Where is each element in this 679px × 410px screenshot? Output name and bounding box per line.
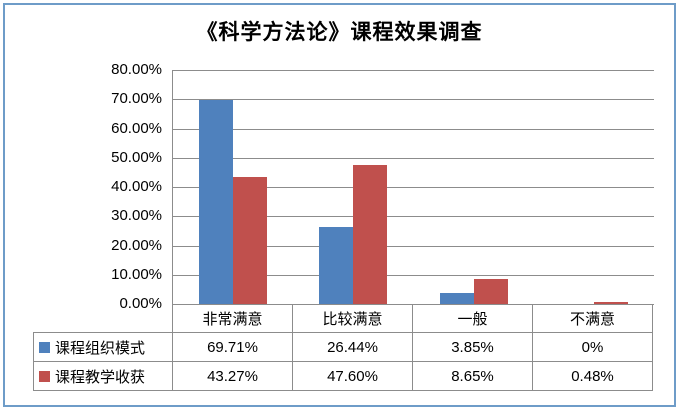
gridline: [173, 99, 654, 100]
y-axis-tick-label: 30.00%: [111, 207, 162, 224]
y-axis-tick-label: 60.00%: [111, 120, 162, 137]
y-axis-tick-label: 50.00%: [111, 149, 162, 166]
category-header-cell: 比较满意: [293, 304, 413, 332]
gridline: [173, 246, 654, 247]
table-row: 课程教学收获 43.27% 47.60% 8.65% 0.48%: [34, 362, 653, 391]
bar-课程教学收获-一般: [474, 279, 508, 304]
bar-课程教学收获-不满意: [594, 302, 628, 304]
plot-area: [172, 70, 654, 305]
series-name: 课程组织模式: [55, 339, 146, 357]
legend-key-课程组织模式: [39, 341, 50, 353]
category-header-cell: 非常满意: [173, 304, 293, 332]
data-table-category-header-row: 非常满意 比较满意 一般 不满意: [172, 304, 653, 332]
series-label-cell: 课程组织模式: [34, 333, 173, 361]
value-cell: 0.48%: [533, 362, 653, 390]
y-axis-tick-label: 0.00%: [119, 295, 162, 312]
y-axis-tick-label: 70.00%: [111, 90, 162, 107]
gridline: [173, 158, 654, 159]
data-table-body: 课程组织模式 69.71% 26.44% 3.85% 0% 课程教学收获 43.27% 47.…: [33, 332, 653, 391]
value-cell: 3.85%: [413, 333, 533, 361]
series-label-cell: 课程教学收获: [34, 362, 173, 390]
value-cell: 0%: [533, 333, 653, 361]
bar-课程教学收获-比较满意: [353, 165, 387, 304]
gridline: [173, 216, 654, 217]
y-axis-tick-label: 80.00%: [111, 61, 162, 78]
bar-课程组织模式-非常满意: [199, 100, 233, 304]
category-header-cell: 不满意: [533, 304, 653, 332]
y-axis-tick-label: 40.00%: [111, 178, 162, 195]
value-cell: 47.60%: [293, 362, 413, 390]
legend-key-课程教学收获: [39, 370, 50, 382]
value-cell: 69.71%: [173, 333, 293, 361]
series-name: 课程教学收获: [55, 368, 146, 386]
gridline: [173, 275, 654, 276]
category-header-cell: 一般: [413, 304, 533, 332]
value-cell: 43.27%: [173, 362, 293, 390]
bar-课程组织模式-一般: [440, 293, 474, 304]
gridline: [173, 187, 654, 188]
y-axis-tick-label: 20.00%: [111, 237, 162, 254]
gridline: [173, 129, 654, 130]
table-row: 课程组织模式 69.71% 26.44% 3.85% 0%: [34, 333, 653, 362]
value-cell: 8.65%: [413, 362, 533, 390]
chart-title: 《科学方法论》课程效果调查: [196, 21, 483, 44]
bar-课程教学收获-非常满意: [233, 177, 267, 304]
y-axis-tick-label: 10.00%: [111, 266, 162, 283]
bar-课程组织模式-比较满意: [319, 227, 353, 304]
gridline: [173, 70, 654, 71]
value-cell: 26.44%: [293, 333, 413, 361]
